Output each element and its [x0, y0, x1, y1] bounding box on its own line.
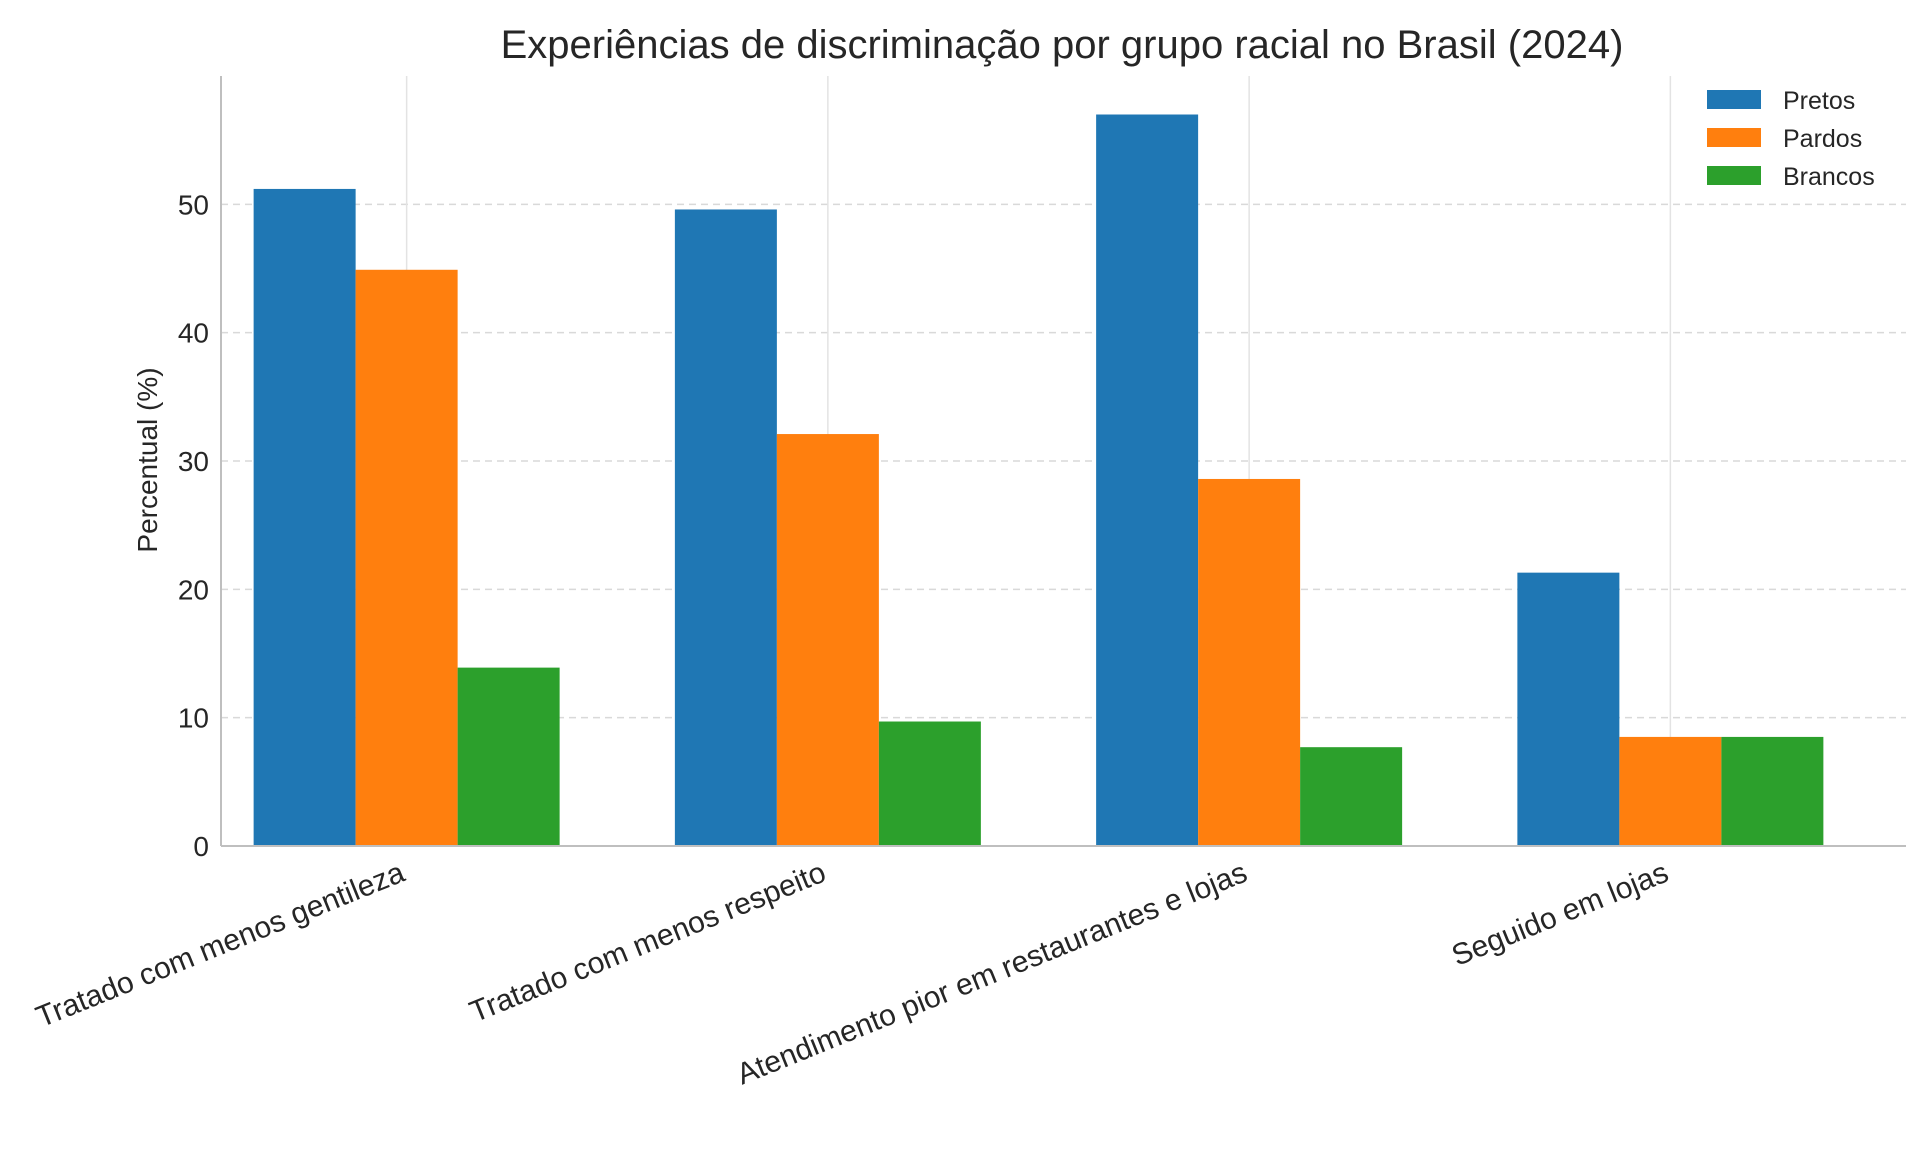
y-tick-label: 40	[178, 318, 209, 349]
y-tick-label: 30	[178, 446, 209, 477]
bar-pretos	[253, 188, 356, 846]
bar-pretos	[1517, 572, 1620, 846]
bar-brancos	[1300, 747, 1403, 846]
legend-swatch-brancos	[1707, 166, 1761, 185]
y-axis-label: Percentual (%)	[132, 367, 163, 552]
bar-brancos	[878, 721, 981, 846]
bar-pardos	[1619, 736, 1722, 846]
x-tick-label: Tratado com menos respeito	[465, 856, 830, 1029]
y-tick-label: 20	[178, 574, 209, 605]
x-tick-label: Tratado com menos gentileza	[31, 856, 409, 1034]
legend-swatch-pardos	[1707, 128, 1761, 147]
bars	[253, 114, 1824, 846]
bar-brancos	[1721, 736, 1824, 846]
x-tick-labels: Tratado com menos gentileza Tratado com m…	[31, 856, 1673, 1092]
bar-pardos	[776, 434, 879, 846]
bar-pretos	[1096, 114, 1199, 846]
bar-pretos	[674, 209, 777, 846]
legend: Pretos Pardos Brancos	[1707, 87, 1875, 191]
chart-title: Experiências de discriminação por grupo …	[501, 23, 1624, 67]
y-tick-label: 50	[178, 189, 209, 220]
x-tick-label: Seguido em lojas	[1447, 856, 1673, 973]
y-tick-labels: 0 10 20 30 40 50	[178, 189, 209, 862]
bar-pardos	[355, 269, 458, 846]
y-tick-label: 10	[178, 703, 209, 734]
legend-label-pardos: Pardos	[1783, 125, 1862, 153]
axes	[220, 76, 1906, 847]
legend-label-brancos: Brancos	[1783, 163, 1875, 191]
bar-brancos	[457, 667, 560, 846]
y-tick-label: 0	[193, 831, 209, 862]
legend-swatch-pretos	[1707, 90, 1761, 109]
bar-pardos	[1198, 478, 1301, 846]
legend-label-pretos: Pretos	[1783, 87, 1855, 115]
